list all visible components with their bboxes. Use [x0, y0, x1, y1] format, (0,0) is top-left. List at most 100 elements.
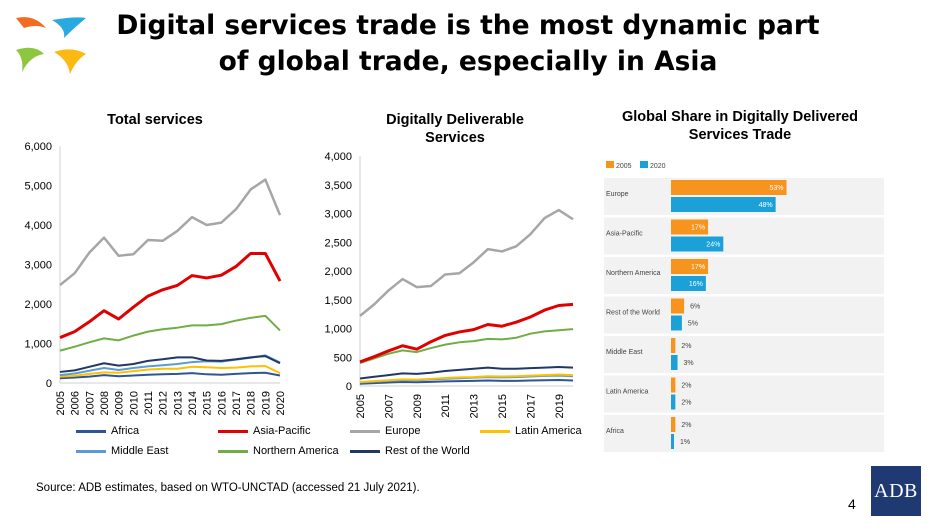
legend-label: Europe [385, 425, 421, 437]
bar-group-bg-asia-pacific [604, 217, 884, 255]
bar-africa-2005 [671, 417, 676, 432]
total-services-y-tick-label: 5,000 [24, 181, 52, 193]
legend-item-latin-america: Latin America [480, 425, 582, 437]
legend-label: Africa [111, 425, 140, 437]
digital-services-y-tick-label: 0 [346, 381, 352, 393]
total-services-y-tick-label: 2,000 [24, 299, 52, 311]
bar-label-rest-of-the-world-2020: 5% [688, 321, 698, 328]
global-share-title: Global Share in Digitally Delivered Serv… [621, 109, 859, 143]
total-services-x-tick-label: 2011 [143, 391, 155, 415]
bar-category-latin-america: Latin America [606, 389, 649, 396]
digital-services-y-tick-label: 3,500 [324, 180, 352, 192]
total-services-y-tick-label: 6,000 [24, 141, 52, 153]
legend-swatch [218, 449, 248, 453]
legend-label: Middle East [111, 445, 169, 457]
digital-services-y-tick-label: 4,000 [324, 151, 352, 163]
logo-swoosh-green [16, 47, 44, 72]
bar-asia-pacific-2005 [671, 219, 709, 235]
total-services-x-tick-label: 2006 [70, 391, 82, 415]
bar-label-northern-america-2005: 17% [691, 264, 705, 271]
total-services-y-tick-label: 0 [46, 378, 52, 390]
organization-logo-icon [16, 17, 86, 74]
total-services-series-asia-pacific [59, 251, 282, 339]
total-services-x-tick-label: 2015 [202, 391, 214, 415]
total-services-y-tick-label: 1,000 [24, 339, 52, 351]
bar-label-africa-2005: 2% [681, 422, 691, 429]
bar-latin-america-2020 [671, 394, 676, 410]
digital-services-x-tick-label: 2007 [383, 394, 395, 418]
total-services-x-tick-label: 2016 [216, 391, 228, 415]
total-services-x-tick-label: 2005 [55, 391, 67, 415]
bar-category-asia-pacific: Asia-Pacific [606, 231, 643, 238]
digital-services-x-tick-label: 2017 [525, 394, 537, 418]
digital-services-series-africa [359, 378, 574, 385]
legend-item-rest-of-the-world: Rest of the World [350, 445, 470, 457]
digital-services-y-tick-label: 2,000 [324, 266, 352, 278]
logo-swoosh-blue [52, 17, 86, 38]
bar-legend-swatch-2005 [606, 161, 614, 168]
legend-item-asia-pacific: Asia-Pacific [218, 425, 310, 437]
total-services-x-tick-label: 2009 [114, 391, 126, 415]
digital-services-x-tick-label: 2009 [412, 394, 424, 418]
digital-services-series-northern-america [359, 328, 574, 364]
digital-services-x-tick-label: 2011 [440, 394, 452, 418]
slide-title-line-2: of global trade, especially in Asia [218, 46, 718, 77]
digital-services-y-tick-label: 500 [334, 352, 352, 364]
legend-swatch [350, 449, 380, 453]
digital-services-series-rest-of-the-world [359, 366, 574, 380]
bar-legend-label-2005: 2005 [616, 163, 632, 170]
total-services-series-northern-america [59, 314, 281, 352]
legend-label: Asia-Pacific [253, 425, 311, 437]
bar-group-bg-latin-america [604, 375, 884, 413]
digital-services-series-latin-america [359, 373, 574, 383]
adb-logo: ADB [871, 466, 921, 516]
legend-swatch [76, 429, 106, 433]
legend-item-europe: Europe [350, 425, 420, 437]
bar-legend-swatch-2020 [640, 161, 648, 168]
slide-title: Digital services trade is the most dynam… [100, 8, 836, 80]
legend-swatch [350, 429, 380, 433]
legend-item-middle-east: Middle East [76, 445, 168, 457]
bar-label-latin-america-2005: 2% [681, 383, 691, 390]
digital-services-x-tick-label: 2013 [469, 394, 481, 418]
bar-group-bg-middle-east [604, 336, 884, 373]
digital-services-x-tick-label: 2005 [355, 394, 367, 418]
bar-europe-2020 [671, 197, 776, 212]
total-services-x-tick-label: 2019 [260, 391, 272, 415]
digital-services-x-tick-label: 2015 [497, 394, 509, 418]
total-services-x-tick-label: 2012 [158, 391, 170, 415]
page-number: 4 [848, 496, 856, 512]
total-services-title: Total services [107, 112, 203, 128]
bar-label-europe-2020: 48% [759, 202, 773, 209]
bar-label-europe-2005: 53% [770, 185, 784, 192]
legend-swatch [218, 429, 248, 433]
digital-services-x-tick-label: 2019 [554, 394, 566, 418]
digital-services-y-tick-label: 1,000 [324, 324, 352, 336]
slide-title-line-1: Digital services trade is the most dynam… [116, 10, 820, 41]
legend-label: Rest of the World [385, 445, 470, 457]
source-note: Source: ADB estimates, based on WTO-UNCT… [36, 482, 420, 494]
total-services-x-tick-label: 2007 [84, 391, 96, 415]
legend-label: Northern America [253, 445, 339, 457]
bar-legend-label-2020: 2020 [650, 163, 666, 170]
logo-swoosh-yellow [54, 49, 86, 74]
legend-swatch [480, 429, 510, 433]
total-services-y-tick-label: 4,000 [24, 220, 52, 232]
total-services-x-tick-label: 2020 [275, 391, 287, 415]
total-services-series-rest-of-the-world [59, 355, 281, 373]
total-services-series-africa [59, 371, 281, 380]
digital-services-y-tick-label: 2,500 [324, 237, 352, 249]
bar-label-rest-of-the-world-2005: 6% [690, 304, 700, 311]
bar-category-africa: Africa [606, 428, 624, 435]
bar-latin-america-2005 [671, 377, 676, 393]
digital-services-y-tick-label: 1,500 [324, 295, 352, 307]
total-services-y-tick-label: 3,000 [24, 260, 52, 272]
legend-item-africa: Africa [76, 425, 139, 437]
bar-category-europe: Europe [606, 191, 629, 198]
total-services-x-tick-label: 2010 [128, 391, 140, 415]
bar-europe-2005 [671, 180, 787, 195]
bar-label-asia-pacific-2005: 17% [691, 225, 705, 232]
bar-label-latin-america-2020: 2% [681, 400, 691, 407]
